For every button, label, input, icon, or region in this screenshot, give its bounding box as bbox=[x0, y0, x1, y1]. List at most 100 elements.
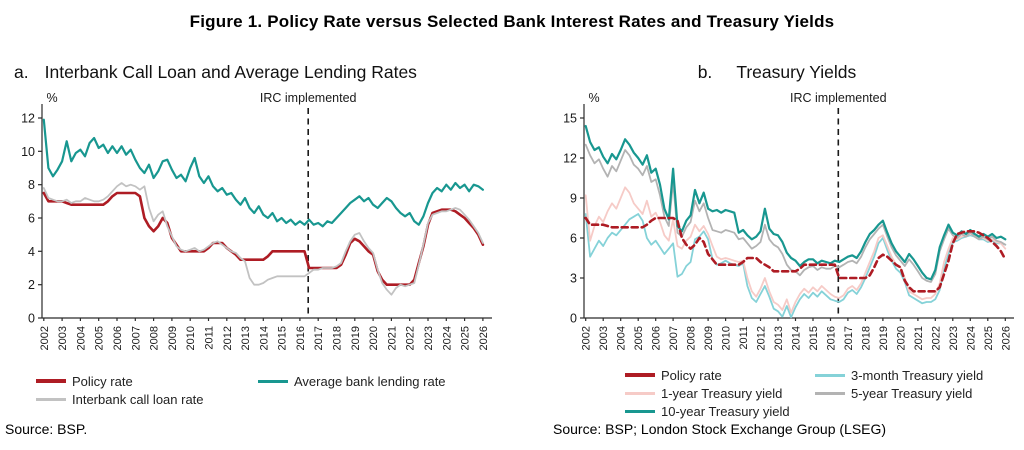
legend-column: Average bank lending rate bbox=[258, 372, 446, 408]
panel-b-title: b. Treasury Yields bbox=[540, 62, 1014, 83]
x-tick-label: 2026 bbox=[478, 326, 490, 350]
legend-swatch bbox=[258, 379, 288, 383]
legend-item-interbank-call-loan-rate: Interbank call loan rate bbox=[36, 390, 258, 408]
x-tick-label: 2003 bbox=[57, 326, 69, 350]
x-tick-label: 2009 bbox=[703, 326, 715, 350]
x-tick-label: 2010 bbox=[185, 326, 197, 350]
x-tick-label: 2011 bbox=[738, 326, 750, 350]
legend-swatch bbox=[625, 373, 655, 377]
panel-a-letter: a. bbox=[14, 62, 29, 82]
chart-b-plot: 0 3 6 9 12 15 2002 2003 2004 2005 2006 2007 2008 2009… bbox=[540, 90, 1024, 366]
x-tick-label: 2004 bbox=[616, 326, 628, 350]
x-tick-label: 2025 bbox=[460, 326, 472, 350]
x-tick-label: 2016 bbox=[826, 326, 838, 350]
x-tick-label: 2013 bbox=[773, 326, 785, 350]
x-tick-label: 2012 bbox=[756, 326, 768, 350]
y-tick-label: 10 bbox=[21, 145, 35, 159]
x-tick-label: 2016 bbox=[295, 326, 307, 350]
x-tick-label: 2007 bbox=[668, 326, 680, 350]
x-tick-label: 2026 bbox=[1000, 326, 1012, 350]
x-tick-label: 2010 bbox=[721, 326, 733, 350]
x-tick-label: 2017 bbox=[843, 326, 855, 350]
chart-a-svg: 0 2 4 6 8 10 12 2002 2003 2004 2005 2006 2007 2008 200… bbox=[21, 91, 492, 350]
x-tick-label: 2004 bbox=[75, 326, 87, 350]
x-tick-label: 2005 bbox=[633, 326, 645, 350]
x-tick-label: 2020 bbox=[895, 326, 907, 350]
x-tick-label: 2014 bbox=[791, 326, 803, 350]
x-tick-label: 2019 bbox=[878, 326, 890, 350]
y-tick-label: 15 bbox=[563, 112, 577, 126]
legend-swatch bbox=[815, 391, 845, 395]
legend-label: Average bank lending rate bbox=[294, 373, 446, 389]
legend-label: 5-year Treasury yield bbox=[851, 385, 973, 401]
irc-annotation-label: IRC implemented bbox=[260, 91, 357, 105]
x-tick-label: 2002 bbox=[581, 326, 593, 350]
figure-title: Figure 1. Policy Rate versus Selected Ba… bbox=[189, 12, 835, 31]
x-tick-label: 2009 bbox=[167, 326, 179, 350]
chart-b-svg: 0 3 6 9 12 15 2002 2003 2004 2005 2006 2007 2008 2009… bbox=[563, 91, 1014, 350]
unit-label: % bbox=[588, 91, 599, 105]
legend-item-10-year-treasury-yield: 10-year Treasury yield bbox=[625, 402, 815, 420]
x-tick-label: 2020 bbox=[368, 326, 380, 350]
x-tick-label: 2018 bbox=[860, 326, 872, 350]
x-tick-label: 2024 bbox=[965, 326, 977, 350]
legend-swatch bbox=[36, 379, 66, 383]
x-tick-label: 2023 bbox=[423, 326, 435, 350]
y-tick-label: 6 bbox=[28, 212, 35, 226]
x-tick-label: 2006 bbox=[112, 326, 124, 350]
legend-label: Policy rate bbox=[72, 373, 133, 389]
x-tick-label: 2022 bbox=[930, 326, 942, 350]
legend-item-policy-rate: Policy rate bbox=[36, 372, 258, 390]
x-tick-label: 2021 bbox=[386, 326, 398, 350]
legend-item-3-month-treasury-yield: 3-month Treasury yield bbox=[815, 366, 983, 384]
legend-column: Policy rate 1-year Treasury yield 10-year … bbox=[625, 366, 815, 420]
source-note-b: Source: BSP; London Stock Exchange Group… bbox=[553, 421, 887, 437]
panel-a-heading: Interbank Call Loan and Average Lending … bbox=[44, 62, 417, 82]
x-tick-label: 2014 bbox=[258, 326, 270, 350]
series-3-month-treasury-yield bbox=[584, 213, 1007, 319]
x-tick-label: 2019 bbox=[350, 326, 362, 350]
series-10-year-treasury-yield bbox=[584, 124, 1007, 281]
x-tick-label: 2003 bbox=[598, 326, 610, 350]
y-tick-label: 12 bbox=[563, 152, 577, 166]
y-tick-label: 12 bbox=[21, 112, 35, 126]
series-average-bank-lending-rate bbox=[42, 118, 484, 228]
y-tick-label: 0 bbox=[28, 312, 35, 326]
source-note-a: Source: BSP. bbox=[5, 421, 88, 437]
y-tick-label: 3 bbox=[570, 272, 577, 286]
legend-label: Interbank call loan rate bbox=[72, 391, 204, 407]
legend-label: 3-month Treasury yield bbox=[851, 367, 984, 383]
irc-annotation-label: IRC implemented bbox=[790, 91, 887, 105]
series-interbank-call-loan-rate bbox=[42, 182, 484, 296]
series-1-year-treasury-yield bbox=[584, 186, 1007, 314]
panel-b-heading: Treasury Yields bbox=[736, 62, 857, 82]
x-tick-label: 2025 bbox=[983, 326, 995, 350]
panel-a-title: a. Interbank Call Loan and Average Lendi… bbox=[14, 62, 417, 83]
y-tick-label: 8 bbox=[28, 178, 35, 192]
legend-item-5-year-treasury-yield: 5-year Treasury yield bbox=[815, 384, 983, 402]
x-tick-label: 2022 bbox=[405, 326, 417, 350]
x-tick-label: 2002 bbox=[39, 326, 51, 350]
chart-b-legend: Policy rate 1-year Treasury yield 10-year … bbox=[625, 366, 983, 420]
x-tick-label: 2007 bbox=[130, 326, 142, 350]
series-policy-rate bbox=[584, 216, 1007, 293]
legend-label: 10-year Treasury yield bbox=[661, 403, 790, 419]
x-tick-label: 2005 bbox=[94, 326, 106, 350]
x-tick-label: 2015 bbox=[277, 326, 289, 350]
unit-label: % bbox=[46, 91, 57, 105]
legend-column: Policy rate Interbank call loan rate bbox=[36, 372, 258, 408]
y-tick-label: 6 bbox=[570, 232, 577, 246]
x-tick-label: 2006 bbox=[651, 326, 663, 350]
legend-label: Policy rate bbox=[661, 367, 722, 383]
legend-item-average-bank-lending-rate: Average bank lending rate bbox=[258, 372, 446, 390]
x-tick-label: 2021 bbox=[913, 326, 925, 350]
chart-a-legend: Policy rate Interbank call loan rate Avera… bbox=[36, 372, 446, 408]
legend-item-policy-rate: Policy rate bbox=[625, 366, 815, 384]
x-tick-label: 2015 bbox=[808, 326, 820, 350]
legend-swatch bbox=[815, 373, 845, 377]
x-tick-label: 2013 bbox=[240, 326, 252, 350]
legend-column: 3-month Treasury yield 5-year Treasury yi… bbox=[815, 366, 983, 420]
y-tick-label: 4 bbox=[28, 245, 35, 259]
legend-swatch bbox=[625, 409, 655, 413]
